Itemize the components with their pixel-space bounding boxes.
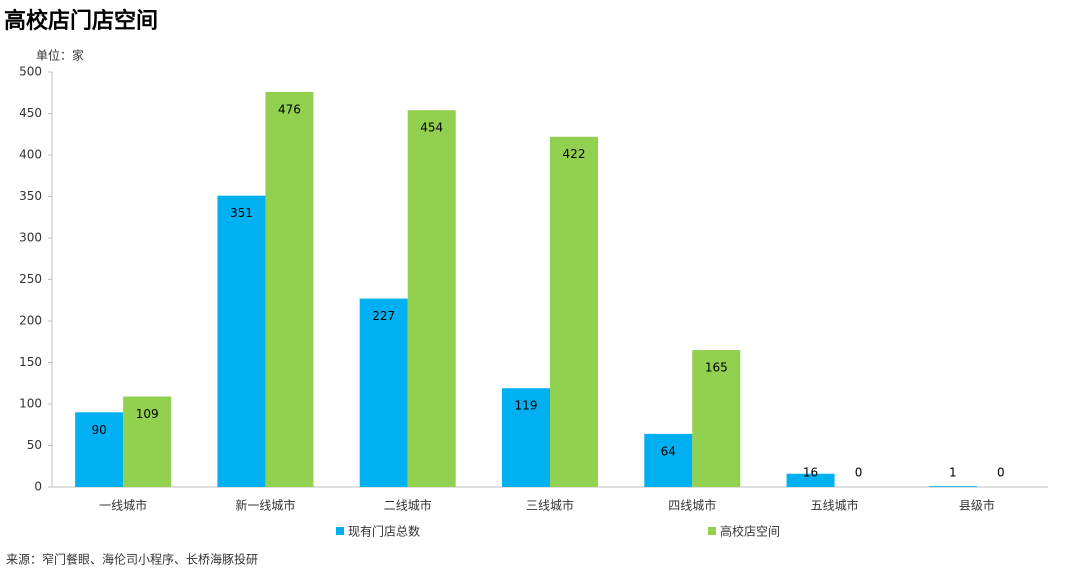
y-tick-label: 150: [19, 355, 42, 369]
bar: [502, 388, 550, 487]
x-tick-label: 二线城市: [384, 498, 432, 513]
bar: [123, 396, 172, 487]
y-tick-label: 350: [19, 189, 42, 203]
bar: [692, 350, 741, 487]
y-tick-label: 200: [19, 314, 42, 328]
bar: [359, 298, 408, 487]
y-tick-label: 50: [27, 438, 42, 452]
bar: [550, 136, 598, 488]
y-tick-label: 450: [19, 106, 42, 120]
bar: [928, 486, 977, 487]
data-label: 227: [372, 309, 395, 323]
bar: [407, 110, 456, 488]
y-tick-label: 400: [19, 148, 42, 162]
data-label: 422: [563, 147, 586, 161]
bar: [217, 195, 266, 488]
legend-label: 现有门店总数: [348, 524, 420, 539]
source-note: 来源：窄门餐眼、海伦司小程序、长桥海豚投研: [6, 552, 258, 567]
legend-swatch: [708, 527, 716, 535]
y-tick-label: 100: [19, 397, 42, 411]
bar: [786, 473, 835, 487]
data-label: 476: [278, 102, 301, 116]
x-tick-label: 县级市: [959, 498, 995, 513]
x-tick-label: 五线城市: [811, 498, 859, 513]
data-label: 64: [661, 444, 676, 458]
x-tick-label: 一线城市: [99, 498, 147, 513]
data-label: 119: [515, 399, 538, 413]
x-tick-label: 三线城市: [526, 498, 574, 513]
legend-swatch: [336, 527, 344, 535]
data-label: 90: [92, 423, 107, 437]
data-label: 109: [136, 407, 159, 421]
y-tick-label: 500: [19, 65, 42, 79]
y-tick-label: 300: [19, 231, 42, 245]
legend-label: 高校店空间: [720, 524, 780, 539]
data-label: 1: [949, 466, 957, 480]
bar: [265, 91, 314, 488]
data-label: 454: [420, 121, 443, 135]
bar: [75, 412, 124, 487]
unit-label: 单位：家: [36, 48, 84, 63]
x-tick-label: 新一线城市: [235, 498, 295, 513]
bar: [644, 433, 693, 487]
data-label: 0: [997, 466, 1005, 480]
data-label: 16: [803, 466, 818, 480]
y-tick-label: 250: [19, 272, 42, 286]
data-label: 351: [230, 206, 253, 220]
data-label: 165: [705, 361, 728, 375]
data-label: 0: [855, 466, 863, 480]
y-tick-label: 0: [34, 480, 42, 494]
x-tick-label: 四线城市: [668, 498, 716, 513]
chart-title: 高校店门店空间: [4, 8, 158, 34]
